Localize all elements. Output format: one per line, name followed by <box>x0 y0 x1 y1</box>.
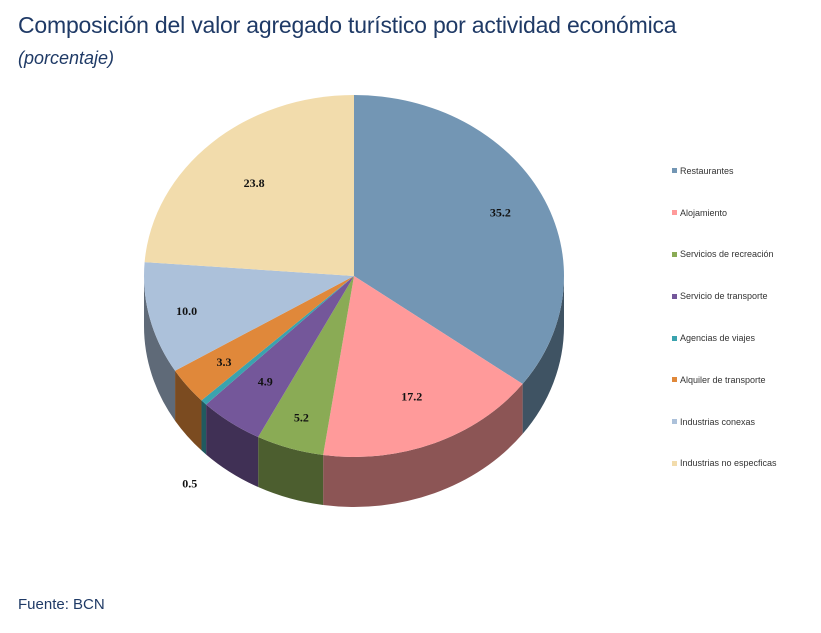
pie-side-alojamiento <box>323 383 523 508</box>
legend-item-servicio-de-transporte: Servicio de transporte <box>672 275 817 317</box>
pie-side-servicio-de-transporte <box>206 404 259 488</box>
legend-item-industrias-no-especficas: Industrias no especficas <box>672 443 817 485</box>
data-label-alojamiento: 17.2 <box>401 389 422 403</box>
legend-label: Servicios de recreación <box>680 249 774 260</box>
legend-item-alquiler-de-transporte: Alquiler de transporte <box>672 359 817 401</box>
legend-label: Alojamiento <box>680 207 728 218</box>
pie-slice-alquiler-de-transporte <box>175 276 354 401</box>
pie-side-alquiler-de-transporte <box>175 370 202 451</box>
legend-swatch <box>672 460 677 466</box>
legend-swatch <box>672 168 677 174</box>
pie-side-servicios-de-recreacion <box>258 437 324 506</box>
pie-slice-servicio-de-transporte <box>206 276 354 438</box>
legend-swatch <box>672 210 677 216</box>
legend-item-restaurantes: Restaurantes <box>672 150 817 192</box>
legend-item-industrias-conexas: Industrias conexas <box>672 401 817 443</box>
legend-swatch <box>672 293 677 299</box>
pie-sides <box>144 276 564 508</box>
chart-subtitle: (porcentaje) <box>18 48 115 68</box>
legend-item-agencias-de-viajes: Agencias de viajes <box>672 317 817 359</box>
pie-side-industrias-conexas <box>144 276 176 421</box>
chart-title: Composición del valor agregado turístico… <box>18 12 677 38</box>
data-labels: 35.2 17.2 5.2 4.9 0.5 3.3 10.0 23.8 <box>176 176 511 490</box>
pie-slice-agencias-de-viajes <box>201 276 354 405</box>
legend-swatch <box>672 335 677 341</box>
pie-side-restaurantes <box>522 276 564 434</box>
legend-label: Alquiler de transporte <box>680 374 766 385</box>
pie-slice-restaurantes <box>354 95 565 384</box>
legend-item-servicios-de-recreacion: Servicios de recreación <box>672 234 817 276</box>
legend-swatch <box>672 377 677 383</box>
pie-slice-industrias-conexas <box>144 262 354 371</box>
pie-slice-alojamiento <box>323 276 523 457</box>
legend-swatch <box>672 251 677 257</box>
pie-side-agencias-de-viajes <box>201 400 207 455</box>
pie-slice-industrias-no-especficas <box>144 95 354 276</box>
data-label-servicios-de-recreacion: 5.2 <box>294 410 309 424</box>
data-label-industrias-no-especficas: 23.8 <box>244 176 265 190</box>
legend-label: Servicio de transporte <box>680 291 768 302</box>
data-label-alquiler-de-transporte: 3.3 <box>217 355 232 369</box>
legend-label: Restaurantes <box>680 165 734 176</box>
chart-source: Fuente: BCN <box>18 596 105 613</box>
pie-slice-servicios-de-recreacion <box>258 276 354 456</box>
legend-label: Agencias de viajes <box>680 333 756 344</box>
data-label-restaurantes: 35.2 <box>490 206 511 220</box>
legend-swatch <box>672 419 677 425</box>
data-label-industrias-conexas: 10.0 <box>176 304 197 318</box>
legend: Restaurantes Alojamiento Servicios de recr… <box>672 150 817 484</box>
pie-slices <box>144 95 565 457</box>
data-label-agencias-de-viajes: 0.5 <box>182 476 197 490</box>
legend-item-alojamiento: Alojamiento <box>672 192 817 234</box>
legend-label: Industrias conexas <box>680 416 756 427</box>
data-label-servicio-de-transporte: 4.9 <box>258 374 273 388</box>
legend-label: Industrias no especficas <box>680 458 777 469</box>
